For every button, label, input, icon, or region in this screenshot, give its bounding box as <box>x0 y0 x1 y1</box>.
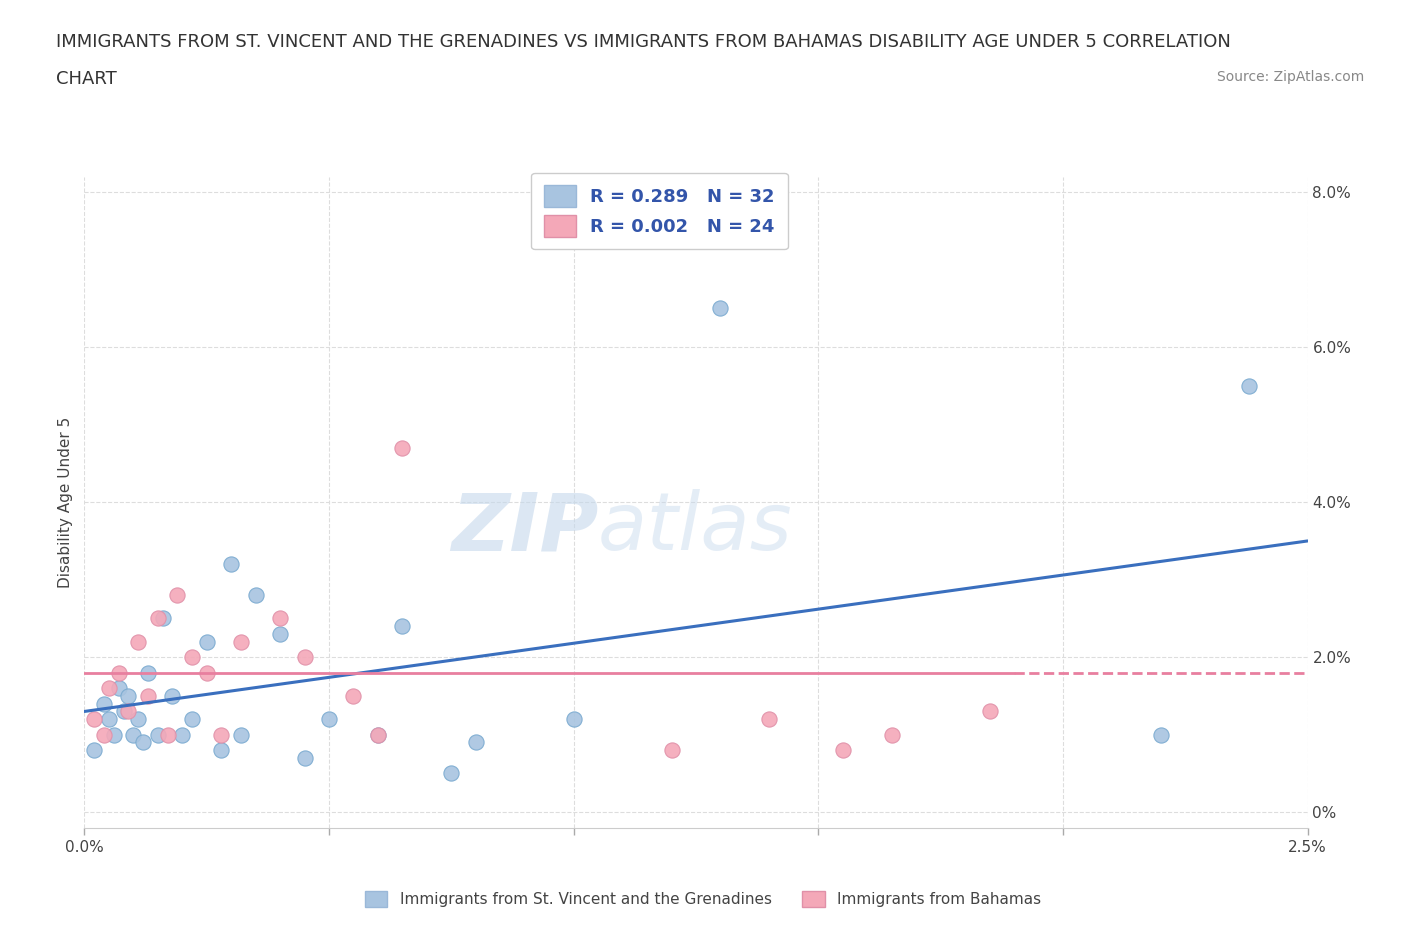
Legend: Immigrants from St. Vincent and the Grenadines, Immigrants from Bahamas: Immigrants from St. Vincent and the Gren… <box>359 884 1047 913</box>
Point <box>83 711 105 726</box>
Point <box>93 697 115 711</box>
Point <box>391 618 413 633</box>
Point <box>464 735 486 750</box>
Point <box>709 301 731 316</box>
Text: atlas: atlas <box>598 489 793 567</box>
Text: Source: ZipAtlas.com: Source: ZipAtlas.com <box>1216 70 1364 84</box>
Point <box>97 711 120 726</box>
Point <box>127 634 149 649</box>
Point <box>146 727 169 742</box>
Point <box>107 681 129 696</box>
Point <box>181 711 204 726</box>
Text: CHART: CHART <box>56 70 117 87</box>
Point <box>391 441 413 456</box>
Point <box>562 711 585 726</box>
Point <box>127 711 149 726</box>
Point <box>181 650 204 665</box>
Point <box>195 634 218 649</box>
Point <box>83 743 105 758</box>
Point <box>245 588 267 603</box>
Point <box>209 727 232 742</box>
Point <box>367 727 389 742</box>
Point <box>294 751 316 765</box>
Point <box>117 704 139 719</box>
Point <box>112 704 135 719</box>
Y-axis label: Disability Age Under 5: Disability Age Under 5 <box>58 417 73 588</box>
Point <box>1150 727 1173 742</box>
Point <box>136 688 159 703</box>
Point <box>831 743 853 758</box>
Point <box>440 766 463 781</box>
Text: ZIP: ZIP <box>451 489 598 567</box>
Point <box>318 711 340 726</box>
Point <box>979 704 1001 719</box>
Point <box>661 743 683 758</box>
Point <box>107 665 129 680</box>
Point <box>172 727 194 742</box>
Point <box>166 588 188 603</box>
Point <box>156 727 179 742</box>
Point <box>146 611 169 626</box>
Point <box>117 688 139 703</box>
Point <box>1237 379 1260 393</box>
Point <box>367 727 389 742</box>
Point <box>97 681 120 696</box>
Point <box>229 727 252 742</box>
Point <box>758 711 780 726</box>
Point <box>195 665 218 680</box>
Point <box>152 611 174 626</box>
Legend: R = 0.289   N = 32, R = 0.002   N = 24: R = 0.289 N = 32, R = 0.002 N = 24 <box>531 173 787 249</box>
Text: IMMIGRANTS FROM ST. VINCENT AND THE GRENADINES VS IMMIGRANTS FROM BAHAMAS DISABI: IMMIGRANTS FROM ST. VINCENT AND THE GREN… <box>56 33 1232 50</box>
Point <box>342 688 364 703</box>
Point <box>294 650 316 665</box>
Point <box>103 727 125 742</box>
Point <box>136 665 159 680</box>
Point <box>122 727 145 742</box>
Point <box>93 727 115 742</box>
Point <box>269 627 291 642</box>
Point <box>269 611 291 626</box>
Point <box>880 727 903 742</box>
Point <box>209 743 232 758</box>
Point <box>219 557 242 572</box>
Point <box>132 735 155 750</box>
Point <box>162 688 184 703</box>
Point <box>229 634 252 649</box>
